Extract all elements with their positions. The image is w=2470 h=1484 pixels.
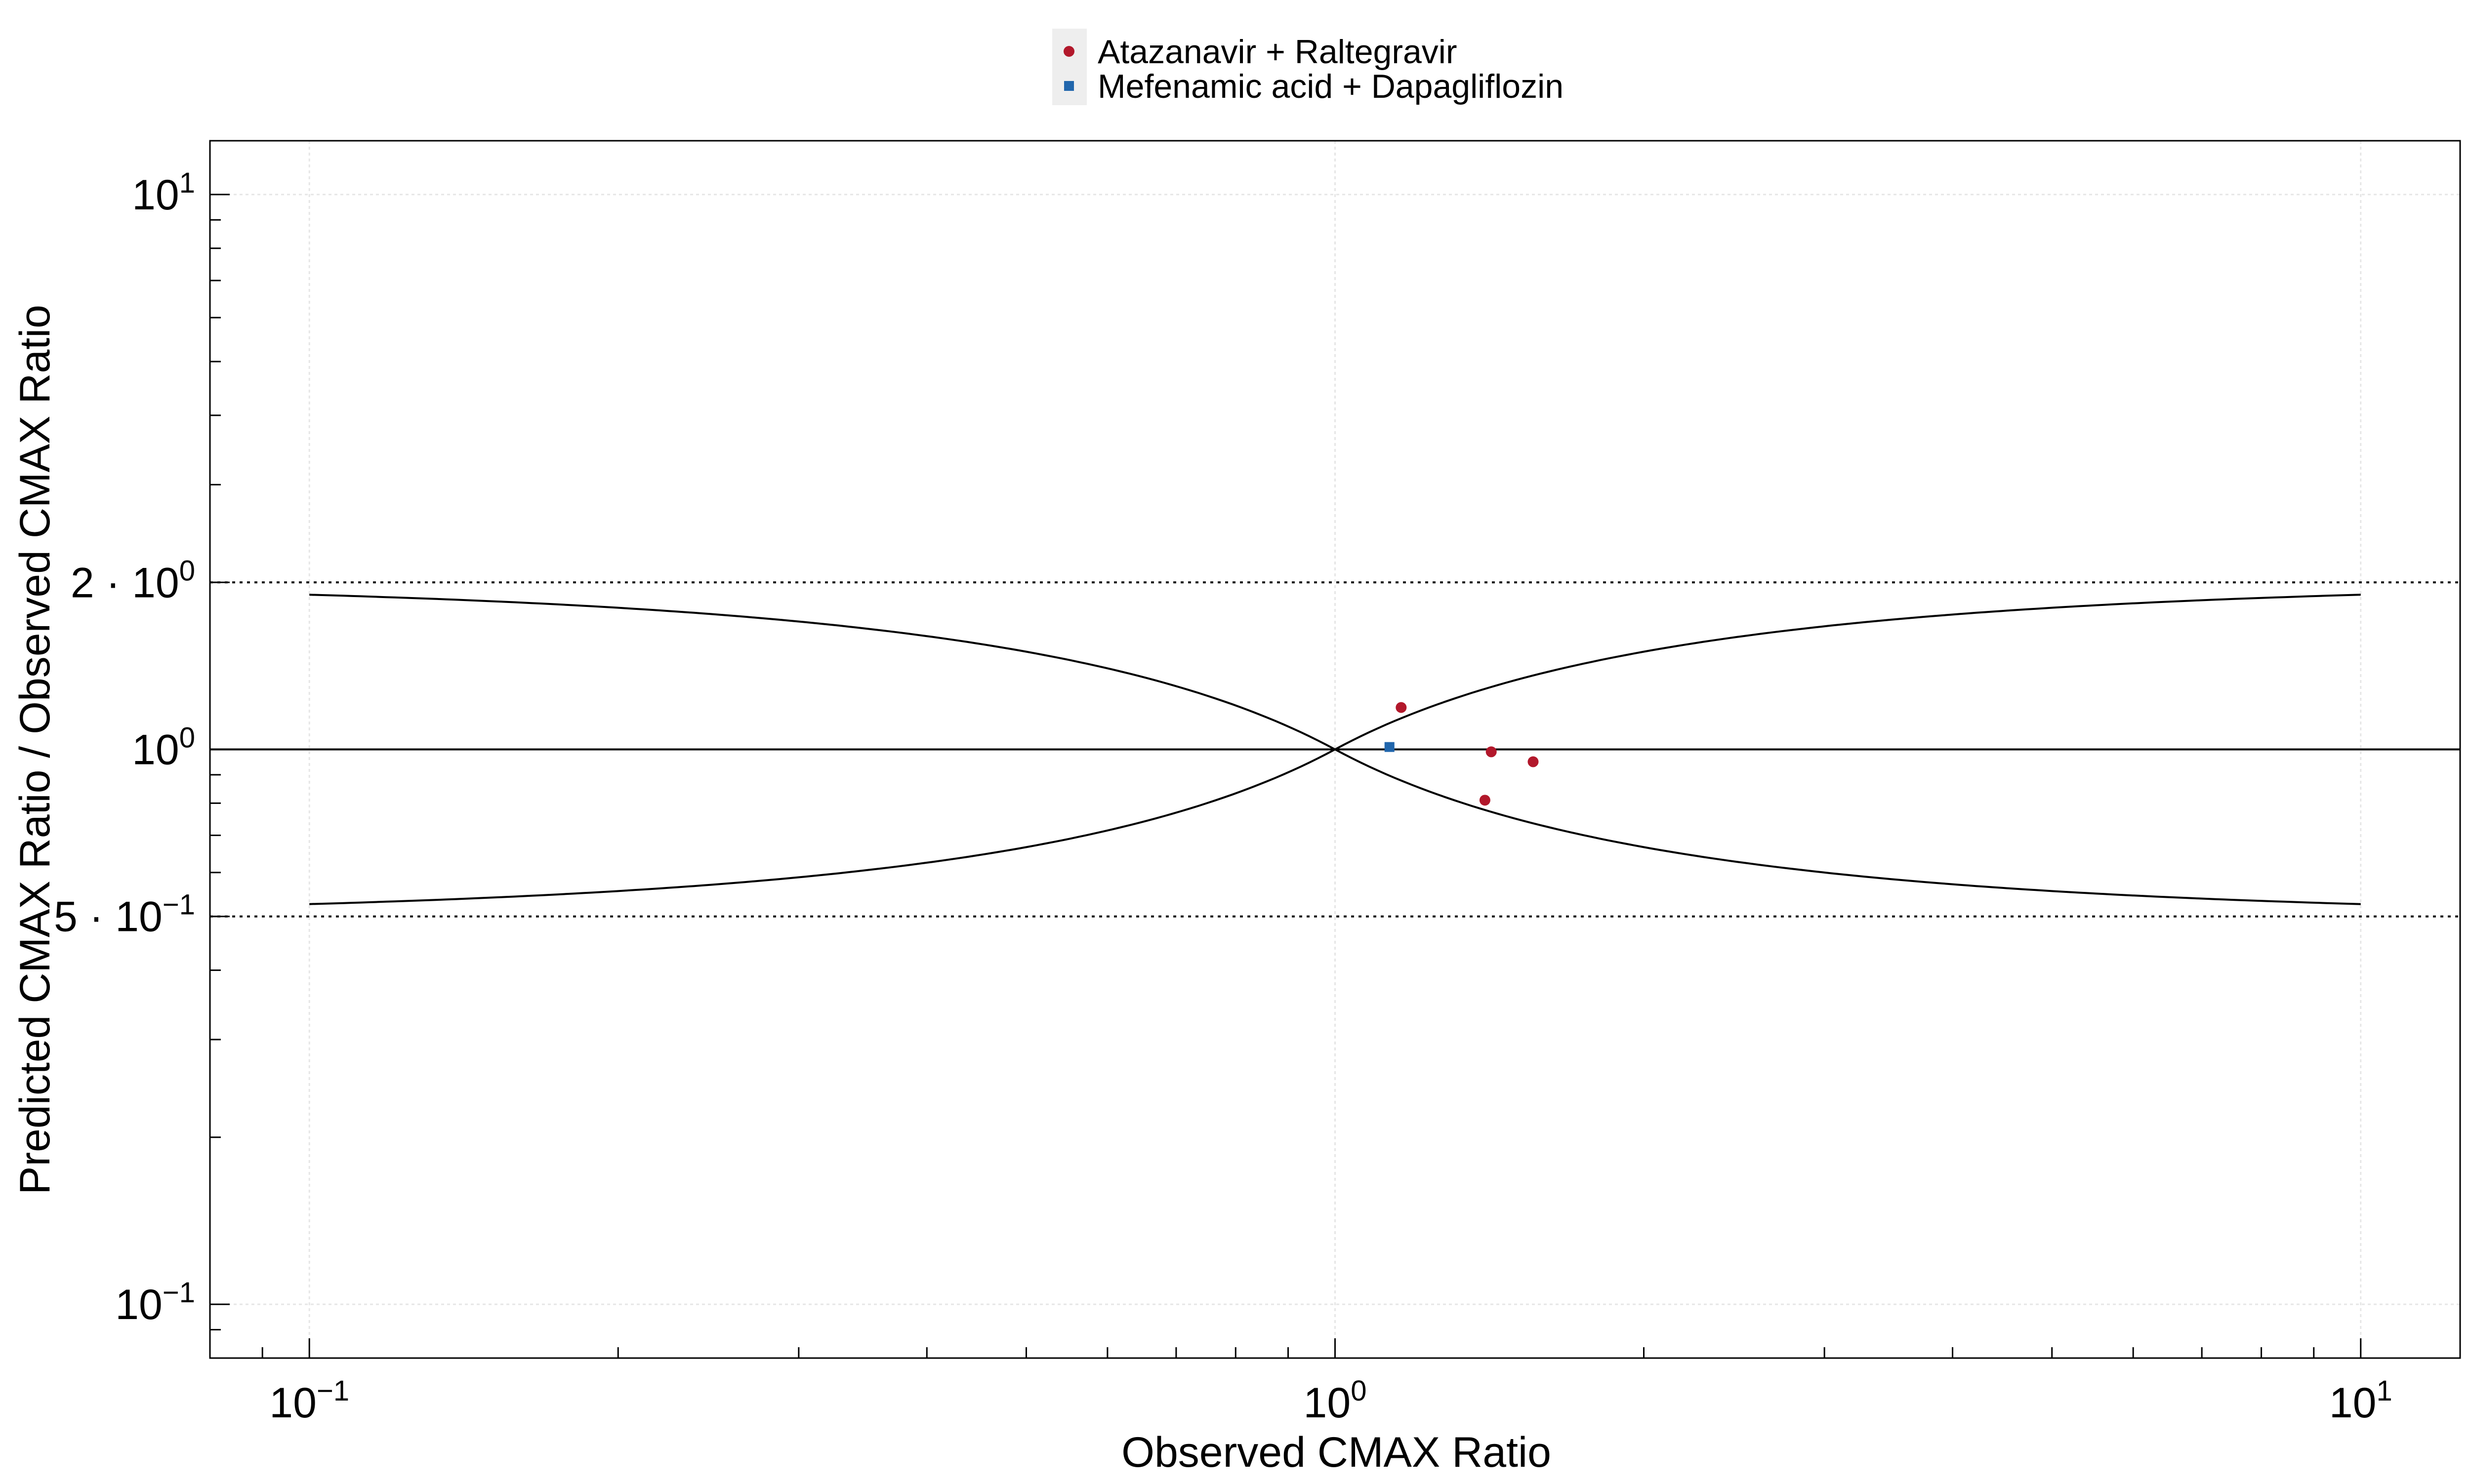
y-axis-title: Predicted CMAX Ratio / Observed CMAX Rat…: [11, 305, 59, 1195]
x-tick-label: 10−1: [269, 1375, 349, 1427]
y-tick-label: 10−1: [115, 1277, 195, 1328]
y-tick-label: 100: [132, 722, 195, 774]
x-axis-title: Observed CMAX Ratio: [1121, 1429, 1551, 1476]
data-point-circle: [1527, 756, 1539, 767]
data-point-circle: [1479, 795, 1490, 806]
legend-label: Mefenamic acid + Dapagliflozin: [1098, 68, 1564, 105]
data-point-circle: [1396, 702, 1407, 713]
legend-label: Atazanavir + Raltegravir: [1098, 33, 1457, 71]
legend-marker-background: [1052, 29, 1087, 105]
guest-limit-curves: [309, 594, 2361, 905]
legend-marker-circle: [1064, 46, 1074, 57]
data-points: [1384, 702, 1539, 806]
guest-lower-limit-curve: [309, 748, 2361, 905]
legend-marker-square: [1064, 81, 1074, 91]
data-point-circle: [1485, 746, 1497, 758]
axis-ticks: 10−1 100 101 101 2 · 100 100 5 · 10−1 10−1: [54, 167, 2392, 1427]
data-point-square: [1384, 742, 1395, 752]
y-tick-label: 5 · 10−1: [54, 889, 195, 941]
x-tick-label: 100: [1304, 1375, 1367, 1427]
guest-upper-limit-curve: [309, 594, 2361, 751]
x-tick-label: 101: [2329, 1375, 2392, 1427]
y-tick-label: 101: [132, 167, 195, 219]
y-tick-label: 2 · 100: [71, 555, 195, 606]
